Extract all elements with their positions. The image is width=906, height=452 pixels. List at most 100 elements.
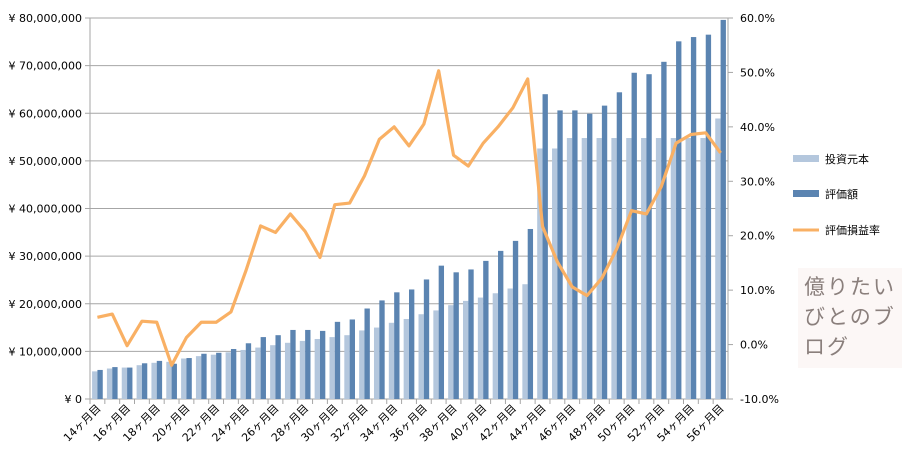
y-right-tick-label: 30.0% xyxy=(740,175,775,188)
bar-valuation xyxy=(245,343,252,399)
bar-valuation xyxy=(186,358,192,399)
bar-valuation xyxy=(216,352,222,399)
bar-valuation xyxy=(690,37,697,400)
bar-valuation xyxy=(97,369,103,399)
bar-principal xyxy=(670,138,677,399)
bar-valuation xyxy=(230,348,237,399)
y-left-tick-label: ¥ 40,000,000 xyxy=(9,203,82,216)
bar-principal xyxy=(433,310,439,399)
bar-principal xyxy=(492,293,499,399)
bar-valuation xyxy=(527,228,534,399)
y-left-tick-label: ¥ 20,000,000 xyxy=(9,298,82,311)
bar-principal xyxy=(151,362,157,399)
bar-valuation xyxy=(557,110,563,399)
watermark-text: 億りたいびとのブログ xyxy=(804,275,896,359)
bar-principal xyxy=(255,347,261,399)
bar-principal xyxy=(166,361,172,399)
y-right-tick-label: 50.0% xyxy=(740,66,775,79)
bar-principal xyxy=(225,352,231,399)
bar-valuation xyxy=(453,272,459,399)
y-left-tick-label: ¥ 30,000,000 xyxy=(9,250,82,263)
bar-principal xyxy=(314,338,320,399)
bar-principal xyxy=(121,367,128,399)
bar-principal xyxy=(581,138,588,399)
bar-valuation xyxy=(542,94,548,399)
y-left-tick-label: ¥ 10,000,000 xyxy=(9,345,82,358)
bar-valuation xyxy=(512,240,519,399)
y-right-tick-label: 40.0% xyxy=(740,121,775,134)
bar-valuation xyxy=(483,260,489,399)
bar-principal xyxy=(106,368,113,399)
bar-principal xyxy=(507,288,513,399)
watermark: 億りたいびとのブログ xyxy=(798,268,902,368)
bar-valuation xyxy=(631,72,637,400)
bar-principal xyxy=(611,138,617,399)
y-right-tick-label: 10.0% xyxy=(740,284,775,297)
bar-principal xyxy=(240,349,246,399)
bar-valuation xyxy=(349,319,355,399)
bar-valuation xyxy=(572,110,578,399)
bar-principal xyxy=(537,148,543,399)
bar-valuation xyxy=(305,329,311,399)
bar-valuation xyxy=(423,279,430,399)
bar-principal xyxy=(299,340,306,399)
bar-principal xyxy=(270,345,276,399)
bar-principal xyxy=(715,118,721,400)
y-left-tick-label: ¥ 60,000,000 xyxy=(9,107,82,120)
bar-valuation xyxy=(676,41,682,400)
bar-principal xyxy=(522,284,528,399)
bar-principal xyxy=(700,138,706,399)
bar-valuation xyxy=(498,250,504,399)
bar-principal xyxy=(477,297,484,399)
y-left-tick-label: ¥ 80,000,000 xyxy=(9,12,82,25)
bar-principal xyxy=(284,342,291,399)
bar-principal xyxy=(181,358,187,399)
bar-valuation xyxy=(661,61,667,399)
y-right-tick-label: 20.0% xyxy=(740,230,775,243)
bar-valuation xyxy=(601,105,608,399)
bar-principal xyxy=(388,322,395,399)
bar-principal xyxy=(136,365,142,399)
bar-principal xyxy=(210,354,217,399)
bar-principal xyxy=(359,330,365,399)
bar-principal xyxy=(329,337,335,399)
bar-valuation xyxy=(290,329,296,399)
bar-valuation xyxy=(275,335,281,399)
bar-valuation xyxy=(438,265,445,399)
bar-principal xyxy=(418,314,424,399)
y-right-tick-label: -10.0% xyxy=(740,393,779,406)
y-left-tick-label: ¥ 70,000,000 xyxy=(9,60,82,73)
bar-valuation xyxy=(127,367,133,399)
bar-principal xyxy=(403,318,409,399)
bar-principal xyxy=(596,138,602,399)
bar-valuation xyxy=(409,289,415,399)
bar-principal xyxy=(655,138,662,399)
bar-principal xyxy=(195,356,202,399)
bar-valuation xyxy=(260,337,266,399)
y-left-tick-label: ¥ 0 xyxy=(65,393,83,406)
bar-valuation xyxy=(587,113,593,399)
legend-label: 評価額 xyxy=(825,187,858,201)
bar-principal xyxy=(641,138,647,399)
legend-label: 投資元本 xyxy=(825,152,869,166)
bar-principal xyxy=(344,335,350,399)
bar-valuation xyxy=(319,330,326,399)
bar-principal xyxy=(92,371,98,399)
bar-principal xyxy=(566,138,573,399)
bar-valuation xyxy=(112,367,118,399)
bar-principal xyxy=(552,148,558,399)
bar-valuation xyxy=(379,300,385,399)
legend-label: 評価損益率 xyxy=(825,223,880,237)
bar-valuation xyxy=(156,360,163,399)
bar-valuation xyxy=(394,292,400,399)
bar-valuation xyxy=(201,353,207,399)
bar-valuation xyxy=(141,363,148,399)
bar-valuation xyxy=(705,34,712,399)
bar-principal xyxy=(626,138,632,399)
bar-valuation xyxy=(646,74,652,399)
legend-swatch-valuation xyxy=(793,190,819,197)
y-left-tick-label: ¥ 50,000,000 xyxy=(9,155,82,168)
bar-valuation xyxy=(334,321,341,399)
legend-swatch-principal xyxy=(793,155,819,162)
